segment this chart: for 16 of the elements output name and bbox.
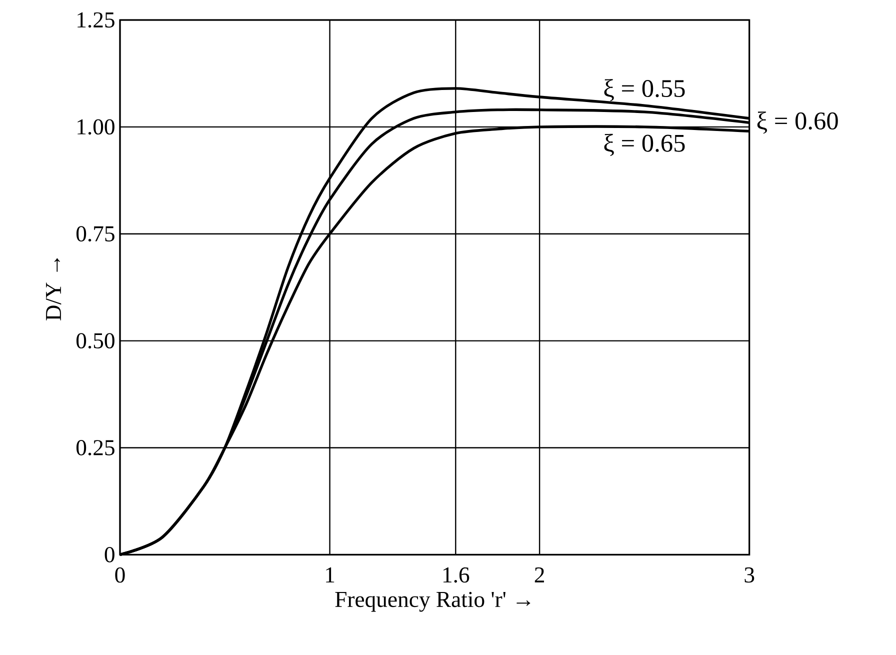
y-tick-label: 0 bbox=[104, 547, 114, 562]
y-tick-label: 0.25 bbox=[76, 440, 114, 456]
series-label: ξ = 0.60 bbox=[757, 112, 838, 134]
series-label: ξ = 0.55 bbox=[604, 79, 685, 102]
y-tick-label: 1.00 bbox=[78, 119, 114, 135]
y-axis-title: D/Y → bbox=[46, 258, 62, 321]
x-tick-label: 3 bbox=[744, 568, 754, 583]
y-tick-label: 0.50 bbox=[76, 333, 114, 349]
x-axis-title: Frequency Ratio 'r' → bbox=[335, 592, 530, 612]
x-tick-label: 2 bbox=[534, 568, 544, 583]
y-tick-label: 0.75 bbox=[76, 226, 114, 242]
x-tick-label: 0 bbox=[115, 568, 125, 583]
y-tick-label: 1.25 bbox=[78, 12, 114, 28]
series-label: ξ = 0.65 bbox=[604, 134, 685, 156]
x-tick-label: 1 bbox=[326, 568, 334, 582]
x-tick-label: 1.6 bbox=[443, 568, 470, 583]
